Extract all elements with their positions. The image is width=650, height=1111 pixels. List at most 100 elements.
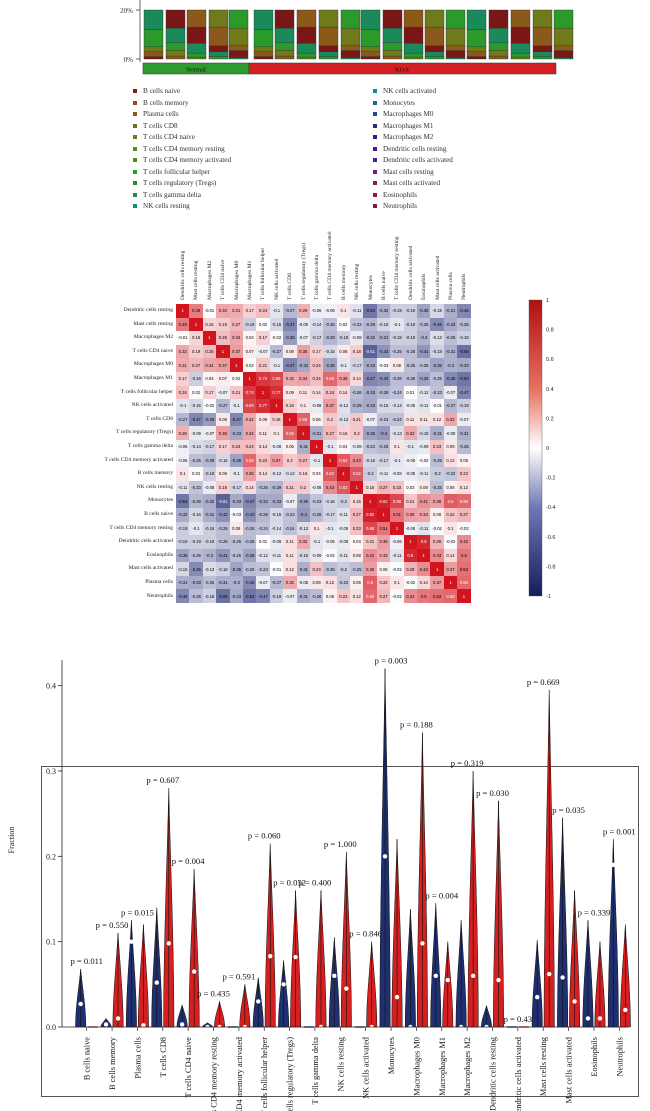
x-tick-label: Mast cells resting: [539, 1036, 548, 1096]
y-tick-label: 0.1: [46, 938, 56, 947]
heatmap-cell: -0.31: [376, 331, 391, 345]
p-value-label: p = 0.319: [451, 758, 484, 768]
heatmap-cell: 1: [443, 575, 458, 590]
stacked-bar-chart: 20% 0% Normal KOA: [120, 0, 574, 75]
stack-segment: [445, 9, 466, 29]
heatmap-cell: 0.12: [323, 575, 337, 590]
heatmap-cell: 0.34: [242, 426, 257, 440]
heatmap-cell: 0.17: [256, 331, 270, 345]
heatmap-cell: -0.11: [376, 467, 391, 481]
heatmap-cell: 0.08: [417, 480, 431, 495]
heatmap-cell: -0.14: [309, 317, 324, 332]
heatmap-cell: -0.33: [229, 589, 243, 604]
heatmap-cell: -0.09: [417, 439, 431, 454]
heatmap-cell: 0.24: [323, 385, 337, 400]
violin-median: [344, 986, 349, 991]
heatmap-row-label: T cells gamma delta: [127, 443, 173, 449]
heatmap-cell: -0.19: [176, 521, 190, 536]
x-tick-label: Neutrophils: [615, 1037, 624, 1077]
heatmap-cell: 1: [229, 358, 243, 372]
heatmap-cell: 0.15: [363, 480, 377, 495]
heatmap-cell: -0.47: [242, 494, 257, 508]
heatmap-cell: 0.37: [323, 399, 337, 413]
heatmap-cell: -0.25: [390, 344, 404, 359]
heatmap-cell: -0.32: [363, 331, 377, 345]
heatmap-cell: 1: [390, 521, 404, 536]
p-value-label: p = 0.001: [603, 826, 636, 836]
x-tick-label: Dendritic cells resting: [489, 1036, 498, 1111]
heatmap-cell: -0.08: [403, 399, 418, 413]
heatmap-cell: -0.38: [283, 331, 297, 345]
violin-median: [154, 980, 159, 985]
heatmap-cell: -0.19: [242, 317, 257, 332]
heatmap-cell: -0.19: [403, 317, 418, 332]
x-tick-label: endritic cells activated: [514, 1036, 523, 1111]
heatmap-cell: -0.25: [417, 358, 431, 372]
heatmap-cell: 0.04: [202, 371, 217, 386]
legend-swatch: [373, 135, 377, 140]
heatmap-cell: -0.1: [390, 317, 404, 332]
heatmap-row-label: Eosinophils: [146, 551, 173, 558]
heatmap-cell: 0.69: [269, 371, 284, 386]
stack-segment: [296, 9, 317, 28]
p-value-label: p = 0.607: [146, 775, 179, 785]
heatmap-cell: 0.06: [430, 507, 444, 522]
heatmap-cell: 1: [309, 439, 324, 454]
heatmap-row-label: Dendritic cells activated: [118, 538, 173, 545]
legend-label: Plasma cells: [143, 110, 179, 118]
legend-label: T cells CD8: [143, 121, 178, 130]
heatmap-cell: -0.23: [363, 439, 377, 454]
heatmap-cell: -0.15: [323, 344, 337, 359]
violin-median: [535, 994, 540, 1000]
heatmap-cell: -0.16: [417, 426, 431, 440]
violin-median: [191, 969, 197, 974]
heatmap-cell: 0.2: [323, 412, 337, 427]
heatmap-cell: -0.25: [430, 371, 444, 386]
heatmap-cell: 0.77: [269, 385, 284, 400]
heatmap-cell: -0.08: [309, 480, 324, 495]
heatmap-row-label: Monocytes: [148, 497, 173, 504]
heatmap-cell: -0.33: [457, 358, 471, 372]
heatmap-cell: 0.02: [256, 317, 270, 332]
heatmap-cell: -0.15: [216, 453, 230, 468]
heatmap-cell: 0.25: [216, 331, 230, 345]
heatmap-cell: -0.25: [189, 453, 203, 468]
stack-segment: [186, 9, 207, 28]
legend-item: Eosinophils: [373, 190, 453, 202]
heatmap-cell: -0.26: [390, 371, 404, 386]
stack-segment: [318, 9, 339, 28]
heatmap-cell: 0.62: [323, 467, 337, 481]
violin-median: [572, 999, 577, 1004]
heatmap-cell: -0.27: [216, 399, 230, 413]
heatmap-cell: 0.1: [443, 521, 458, 536]
violin-median: [166, 941, 171, 946]
heatmap-cell: 0.06: [457, 453, 471, 468]
heatmap-cell: 1: [430, 562, 444, 576]
heatmap-cell: 0.69: [242, 399, 257, 413]
heatmap-cell: -0.32: [376, 304, 391, 318]
heatmap-cell: -0.08: [269, 439, 284, 454]
heatmap-cell: -0.02: [430, 521, 444, 536]
heatmap-cell: 0.36: [403, 507, 418, 522]
legend-swatch: [373, 158, 377, 163]
heatmap-cell: 0.34: [296, 371, 310, 386]
heatmap-cell: 1: [457, 589, 471, 604]
p-value-label: p = 0.400: [299, 877, 332, 887]
legend-label: B cells naive: [143, 87, 181, 95]
y-tick-label: 0.0: [46, 1023, 56, 1032]
heatmap-cell: 0.37: [229, 344, 243, 359]
heatmap-cell: -0.15: [176, 562, 190, 576]
violin-median: [129, 939, 134, 944]
heatmap-cell: 0.12: [443, 453, 458, 468]
heatmap-cell: 0.42: [403, 589, 418, 604]
p-value-label: p = 0.060: [248, 831, 281, 841]
heatmap-cell: 0.06: [309, 412, 324, 427]
heatmap-cell: -0.32: [176, 507, 190, 522]
heatmap-cell: 0.27: [323, 426, 337, 440]
heatmap-cell: 0.14: [242, 480, 257, 495]
heatmap-cell: -0.46: [176, 589, 190, 604]
heatmap-cell: 0.01: [256, 535, 270, 549]
heatmap-cell: 0.09: [256, 412, 270, 427]
heatmap-cell: 0.08: [216, 412, 230, 427]
heatmap-cell: 1: [376, 507, 391, 522]
